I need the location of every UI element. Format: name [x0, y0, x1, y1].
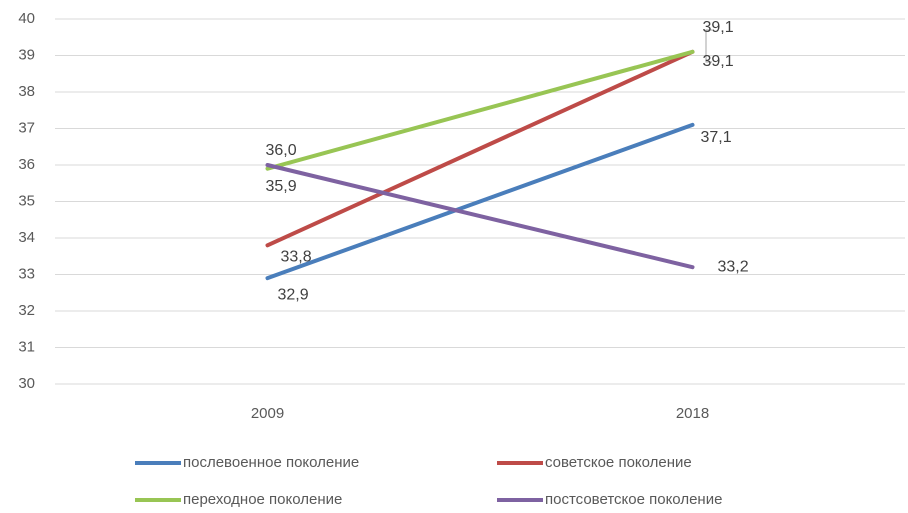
legend-label: переходное поколение	[183, 491, 342, 508]
y-tick-label: 39	[18, 46, 35, 63]
legend-label: постсоветское поколение	[545, 491, 722, 508]
legend-label: советское поколение	[545, 454, 692, 471]
series-line	[265, 163, 695, 270]
data-label: 33,2	[718, 258, 749, 275]
legend-label: послевоенное поколение	[183, 454, 359, 471]
series-line	[265, 49, 695, 171]
y-tick-label: 36	[18, 156, 35, 173]
data-label: 39,1	[703, 53, 734, 70]
y-tick-label: 37	[18, 119, 35, 136]
series-line	[265, 49, 695, 248]
x-tick-label: 2009	[251, 405, 284, 422]
data-label: 35,9	[266, 178, 297, 195]
data-label: 39,1	[703, 19, 734, 36]
data-label: 32,9	[278, 286, 309, 303]
y-tick-label: 31	[18, 338, 35, 355]
data-label: 37,1	[701, 129, 732, 146]
data-label: 36,0	[266, 142, 297, 159]
data-label: 33,8	[281, 249, 312, 266]
x-tick-label: 2018	[676, 405, 709, 422]
y-tick-label: 38	[18, 83, 35, 100]
y-tick-label: 33	[18, 265, 35, 282]
y-tick-label: 35	[18, 192, 35, 209]
y-tick-label: 30	[18, 375, 35, 392]
leader-line	[705, 29, 712, 63]
series-line	[265, 122, 695, 281]
y-tick-label: 34	[18, 229, 35, 246]
y-tick-label: 40	[18, 10, 35, 27]
y-tick-label: 32	[18, 302, 35, 319]
